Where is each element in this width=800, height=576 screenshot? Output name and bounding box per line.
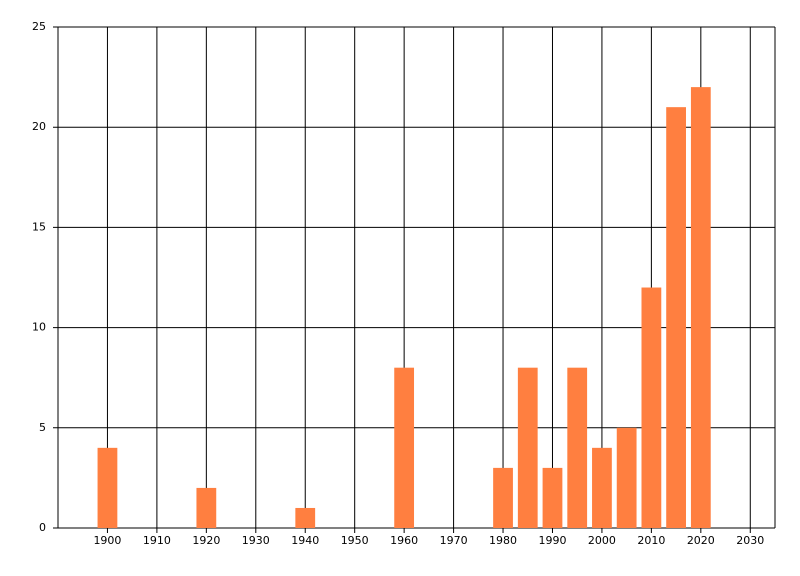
bar	[567, 367, 588, 528]
bar	[97, 447, 118, 528]
bar	[592, 447, 612, 528]
x-tick-label: 2020	[687, 534, 715, 547]
y-tick-label: 15	[32, 220, 46, 233]
bar	[542, 467, 563, 528]
x-tick-label: 2030	[736, 534, 764, 547]
bar	[641, 287, 662, 528]
y-tick-label: 10	[32, 321, 46, 334]
bar	[690, 87, 711, 529]
x-tick-label: 1960	[390, 534, 418, 547]
x-tick-label: 2010	[637, 534, 665, 547]
x-tick-label: 1970	[440, 534, 468, 547]
bar	[616, 427, 637, 528]
bar	[493, 467, 513, 528]
y-tick-label: 5	[39, 421, 46, 434]
x-tick-label: 1990	[538, 534, 566, 547]
bar	[196, 487, 217, 528]
x-tick-label: 1920	[192, 534, 220, 547]
x-tick-label: 1910	[143, 534, 171, 547]
y-tick-label: 0	[39, 521, 46, 534]
bar	[295, 507, 316, 528]
y-tick-label: 20	[32, 120, 46, 133]
x-tick-label: 1900	[93, 534, 121, 547]
bar	[517, 367, 538, 528]
bar	[394, 367, 415, 528]
bar	[666, 107, 686, 528]
y-tick-label: 25	[32, 20, 46, 33]
x-tick-label: 1930	[242, 534, 270, 547]
x-tick-label: 2000	[588, 534, 616, 547]
x-tick-label: 1950	[341, 534, 369, 547]
x-tick-label: 1940	[291, 534, 319, 547]
x-tick-label: 1980	[489, 534, 517, 547]
